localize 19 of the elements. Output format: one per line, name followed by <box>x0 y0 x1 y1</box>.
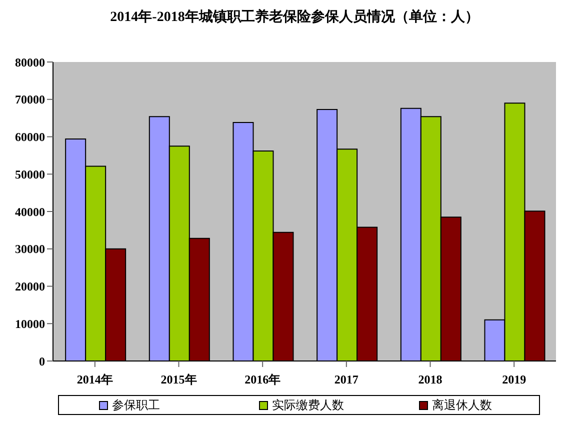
legend-label: 实际缴费人数 <box>272 396 344 414</box>
y-tick-label: 60000 <box>15 130 45 144</box>
x-tick-label: 2017 <box>334 372 358 387</box>
chart-title: 2014年-2018年城镇职工养老保险参保人员情况（单位：人） <box>109 8 480 27</box>
x-tick-label: 2019 <box>502 372 526 387</box>
y-tick-label: 0 <box>39 354 45 368</box>
y-tick-label: 40000 <box>15 204 45 219</box>
y-tick-label: 10000 <box>15 316 45 331</box>
x-tick-label: 2018 <box>418 372 442 387</box>
y-tick-label: 50000 <box>15 167 45 182</box>
x-tick-label: 2014年 <box>76 372 113 387</box>
x-tick-label: 2015年 <box>160 372 197 387</box>
y-tick-label: 80000 <box>15 55 45 70</box>
legend-label: 参保职工 <box>112 396 160 414</box>
y-tick-label: 20000 <box>15 280 45 294</box>
y-tick-label: 30000 <box>15 242 45 256</box>
y-tick-label: 70000 <box>15 92 45 107</box>
legend-label: 离退休人数 <box>432 396 492 414</box>
x-tick-label: 2016年 <box>244 372 281 387</box>
